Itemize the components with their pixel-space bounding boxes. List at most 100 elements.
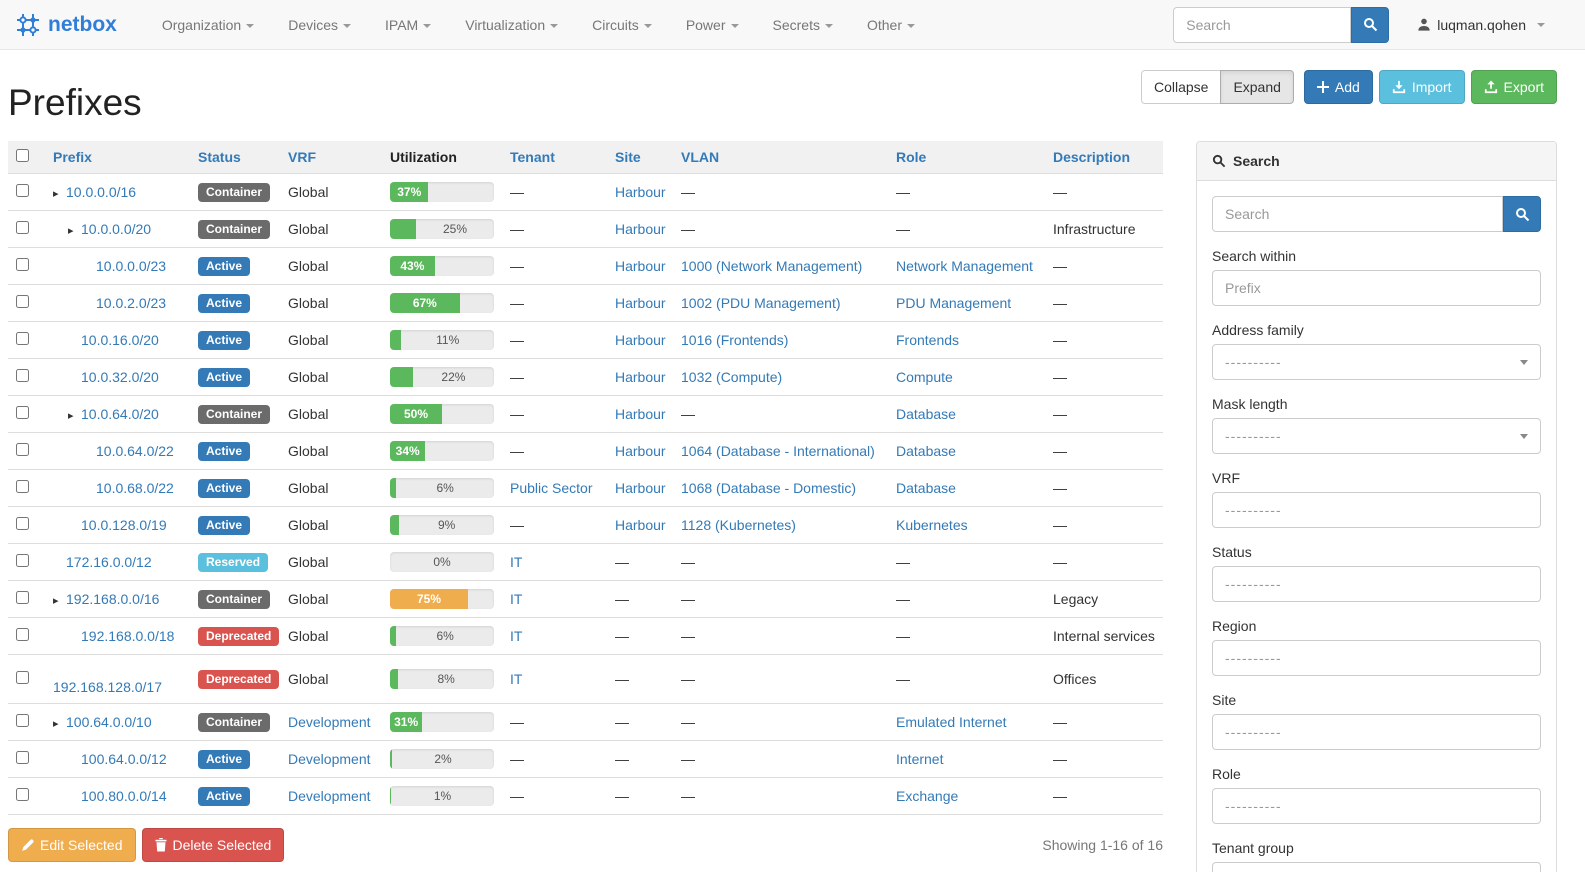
nav-item-secrets[interactable]: Secrets (756, 2, 850, 48)
vrf-link[interactable]: Development (288, 788, 371, 804)
column-header-vlan[interactable]: VLAN (673, 141, 888, 174)
import-button[interactable]: Import (1378, 70, 1465, 104)
row-checkbox[interactable] (16, 554, 29, 567)
role-link[interactable]: Database (896, 480, 956, 496)
expand-caret-icon[interactable]: ▸ (68, 225, 74, 237)
expand-caret-icon[interactable]: ▸ (53, 188, 59, 200)
site-link[interactable]: Harbour (615, 369, 666, 385)
nav-item-power[interactable]: Power (669, 2, 756, 48)
role-link[interactable]: Kubernetes (896, 517, 968, 533)
row-checkbox[interactable] (16, 517, 29, 530)
filter-select-tenant-group[interactable]: ---------- (1212, 862, 1541, 872)
tenant-link[interactable]: IT (510, 554, 523, 570)
vrf-link[interactable]: Development (288, 714, 371, 730)
prefix-link[interactable]: 10.0.64.0/22 (96, 443, 174, 459)
prefix-link[interactable]: 172.16.0.0/12 (66, 554, 152, 570)
row-checkbox[interactable] (16, 332, 29, 345)
filter-select-status[interactable]: ---------- (1212, 566, 1541, 602)
filter-input-search-within[interactable] (1212, 270, 1541, 306)
prefix-link[interactable]: 10.0.68.0/22 (96, 480, 174, 496)
filter-select-mask-length[interactable]: ---------- (1212, 418, 1541, 454)
filter-select-vrf[interactable]: ---------- (1212, 492, 1541, 528)
prefix-link[interactable]: 10.0.16.0/20 (81, 332, 159, 348)
site-link[interactable]: Harbour (615, 184, 666, 200)
tenant-link[interactable]: IT (510, 591, 523, 607)
row-checkbox[interactable] (16, 591, 29, 604)
nav-item-other[interactable]: Other (850, 2, 932, 48)
prefix-link[interactable]: 100.64.0.0/12 (81, 751, 167, 767)
prefix-link[interactable]: 100.64.0.0/10 (66, 714, 152, 730)
row-checkbox[interactable] (16, 788, 29, 801)
role-link[interactable]: Frontends (896, 332, 960, 348)
filter-select-address-family[interactable]: ---------- (1212, 344, 1541, 380)
filter-select-site[interactable]: ---------- (1212, 714, 1541, 750)
nav-item-circuits[interactable]: Circuits (575, 2, 669, 48)
site-link[interactable]: Harbour (615, 480, 666, 496)
edit-selected-button[interactable]: Edit Selected (8, 828, 136, 862)
row-checkbox[interactable] (16, 480, 29, 493)
site-link[interactable]: Harbour (615, 443, 666, 459)
vlan-link[interactable]: 1032 (Compute) (681, 369, 783, 385)
filter-select-region[interactable]: ---------- (1212, 640, 1541, 676)
add-button[interactable]: Add (1303, 70, 1373, 104)
nav-item-virtualization[interactable]: Virtualization (448, 2, 575, 48)
prefix-link[interactable]: 10.0.128.0/19 (81, 517, 167, 533)
column-header-site[interactable]: Site (607, 141, 673, 174)
prefix-link[interactable]: 10.0.0.0/16 (66, 184, 137, 200)
vlan-link[interactable]: 1064 (Database - International) (681, 443, 875, 459)
prefix-link[interactable]: 192.168.128.0/17 (53, 679, 162, 695)
expand-caret-icon[interactable]: ▸ (68, 410, 74, 422)
user-menu[interactable]: luqman.qohen (1417, 17, 1545, 33)
site-link[interactable]: Harbour (615, 406, 666, 422)
prefix-link[interactable]: 100.80.0.0/14 (81, 788, 167, 804)
column-header-vrf[interactable]: VRF (280, 141, 382, 174)
select-all-checkbox[interactable] (16, 149, 29, 162)
row-checkbox[interactable] (16, 443, 29, 456)
prefix-link[interactable]: 10.0.0.0/20 (81, 221, 152, 237)
prefix-link[interactable]: 192.168.0.0/16 (66, 591, 160, 607)
role-link[interactable]: PDU Management (896, 295, 1012, 311)
prefix-link[interactable]: 10.0.64.0/20 (81, 406, 159, 422)
search-button[interactable] (1351, 6, 1390, 43)
vlan-link[interactable]: 1128 (Kubernetes) (681, 517, 796, 533)
row-checkbox[interactable] (16, 258, 29, 271)
role-link[interactable]: Internet (896, 751, 944, 767)
role-link[interactable]: Database (896, 443, 956, 459)
row-checkbox[interactable] (16, 671, 29, 684)
nav-item-devices[interactable]: Devices (271, 2, 368, 48)
prefix-link[interactable]: 10.0.0.0/23 (96, 258, 167, 274)
tenant-link[interactable]: IT (510, 628, 523, 644)
role-link[interactable]: Network Management (896, 258, 1033, 274)
tenant-link[interactable]: Public Sector (510, 480, 593, 496)
row-checkbox[interactable] (16, 714, 29, 727)
netbox-logo[interactable]: netbox (15, 12, 117, 38)
search-input[interactable] (1173, 6, 1352, 43)
site-link[interactable]: Harbour (615, 517, 666, 533)
tenant-link[interactable]: IT (510, 671, 523, 687)
role-link[interactable]: Emulated Internet (896, 714, 1007, 730)
vlan-link[interactable]: 1016 (Frontends) (681, 332, 789, 348)
row-checkbox[interactable] (16, 751, 29, 764)
filter-search-input[interactable] (1212, 196, 1503, 232)
nav-item-organization[interactable]: Organization (145, 2, 271, 48)
column-header-status[interactable]: Status (190, 141, 280, 174)
role-link[interactable]: Compute (896, 369, 953, 385)
role-link[interactable]: Exchange (896, 788, 959, 804)
prefix-link[interactable]: 10.0.32.0/20 (81, 369, 159, 385)
row-checkbox[interactable] (16, 369, 29, 382)
export-button[interactable]: Export (1470, 70, 1557, 104)
prefix-link[interactable]: 192.168.0.0/18 (81, 628, 175, 644)
vlan-link[interactable]: 1068 (Database - Domestic) (681, 480, 857, 496)
row-checkbox[interactable] (16, 184, 29, 197)
delete-selected-button[interactable]: Delete Selected (141, 828, 285, 862)
row-checkbox[interactable] (16, 628, 29, 641)
site-link[interactable]: Harbour (615, 295, 666, 311)
filter-select-role[interactable]: ---------- (1212, 788, 1541, 824)
vlan-link[interactable]: 1000 (Network Management) (681, 258, 863, 274)
column-header-role[interactable]: Role (888, 141, 1045, 174)
site-link[interactable]: Harbour (615, 332, 666, 348)
column-header-tenant[interactable]: Tenant (502, 141, 607, 174)
expand-caret-icon[interactable]: ▸ (53, 718, 59, 730)
row-checkbox[interactable] (16, 221, 29, 234)
site-link[interactable]: Harbour (615, 221, 666, 237)
